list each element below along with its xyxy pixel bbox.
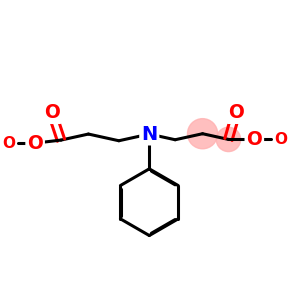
Text: O: O [44, 103, 60, 122]
Text: O: O [2, 136, 15, 151]
Text: O: O [274, 132, 287, 147]
Text: O: O [27, 134, 43, 153]
Text: N: N [141, 124, 158, 144]
Circle shape [216, 127, 241, 152]
Text: O: O [228, 103, 244, 122]
Text: O: O [246, 130, 262, 149]
Circle shape [188, 118, 218, 149]
